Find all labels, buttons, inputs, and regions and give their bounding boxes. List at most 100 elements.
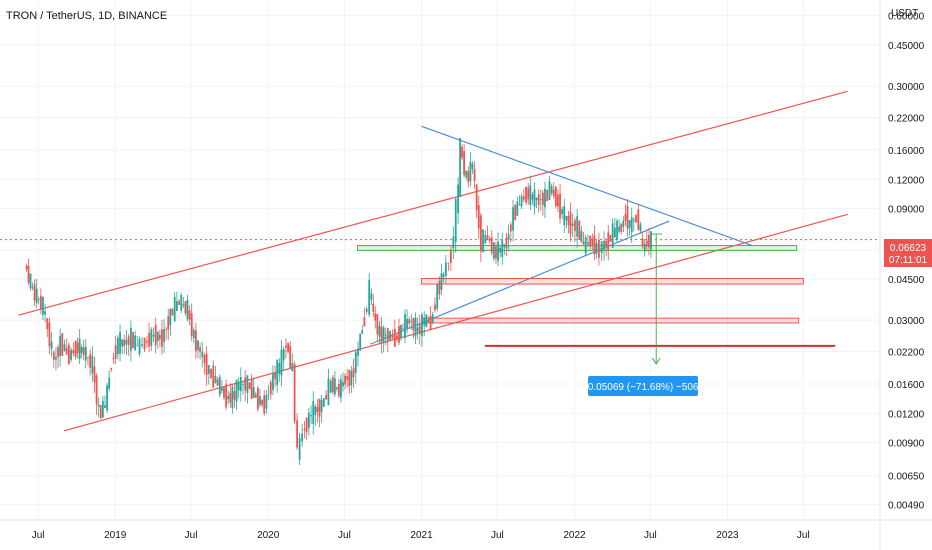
candle-body (418, 324, 421, 334)
candle-body (354, 352, 357, 373)
candle-body (167, 316, 170, 330)
candle-body (552, 189, 555, 197)
candle-body (84, 346, 87, 361)
candle-body (225, 384, 227, 408)
candle-body (276, 359, 279, 385)
candle-body (46, 318, 49, 330)
candle-body (156, 331, 159, 341)
candle-body (479, 215, 482, 252)
currency-label: USDT (891, 8, 918, 19)
candle-body (643, 243, 646, 252)
candle-body (314, 406, 317, 416)
candle-body (427, 321, 430, 323)
candle-body (431, 314, 434, 322)
measure-label[interactable]: −0.05069 (−71.68%) −5069 (582, 376, 704, 396)
candle-body (325, 394, 328, 400)
candle-body (587, 242, 589, 245)
candle-body (229, 392, 232, 403)
candle-body (442, 274, 445, 277)
candle-body (150, 329, 153, 346)
candle-body (471, 163, 474, 169)
candle-body (616, 220, 618, 241)
x-tick-label: Jul (797, 530, 810, 541)
candle-body (554, 186, 557, 206)
candle-body (42, 296, 44, 315)
drawings-layer[interactable] (0, 90, 880, 432)
zone-rectangle[interactable] (421, 277, 804, 285)
candle-body (244, 377, 247, 391)
candle-body (600, 241, 603, 254)
candle-body (469, 161, 472, 182)
x-tick-label: Jul (491, 530, 504, 541)
candle-body (37, 299, 40, 300)
y-tick-label: 0.30000 (888, 82, 925, 93)
candle-body (293, 363, 296, 422)
candle-body (267, 394, 270, 396)
candle-body (203, 355, 206, 364)
candle-body (33, 284, 36, 301)
candle-body (141, 344, 143, 346)
x-tick-label: 2023 (716, 530, 739, 541)
candle-body (382, 327, 385, 342)
candle-body (257, 387, 259, 410)
candle-body (223, 387, 225, 398)
candle-body (165, 329, 168, 330)
candle-body (503, 244, 506, 247)
candle-body (112, 358, 115, 359)
candle-body (344, 375, 346, 385)
candle-body (307, 412, 310, 428)
candle-body (380, 326, 383, 343)
candle-body (609, 235, 612, 243)
candle-body (546, 189, 549, 202)
candle-body (212, 365, 215, 388)
trend-line[interactable] (18, 90, 848, 316)
candle-body (59, 335, 62, 357)
candle-body (158, 335, 161, 340)
candle-body (274, 372, 277, 380)
candle-body (622, 220, 625, 228)
last-price-tag[interactable]: 0.06623 07:11:01 (884, 239, 932, 267)
candle-body (239, 377, 242, 392)
candle-body (80, 347, 83, 353)
candle-body (454, 199, 457, 243)
candle-body (104, 405, 106, 408)
y-tick-label: 0.09000 (888, 204, 925, 215)
candle-body (188, 310, 191, 320)
candle-body (571, 223, 574, 227)
trend-line[interactable] (421, 125, 753, 247)
candle-body (639, 224, 642, 232)
candle-body (635, 214, 637, 223)
candle-body (148, 332, 151, 347)
candle-body (525, 186, 527, 203)
candle-body (512, 207, 514, 231)
zone-rectangle[interactable] (421, 317, 800, 324)
candle-body (402, 328, 404, 330)
candle-body (352, 368, 355, 378)
candle-body (322, 398, 325, 407)
trend-line[interactable] (370, 220, 670, 345)
candle-body (565, 215, 568, 221)
candle-body (529, 185, 532, 206)
candle-body (507, 234, 510, 240)
candle-body (398, 326, 400, 343)
candle-body (650, 231, 652, 250)
candle-body (91, 355, 94, 374)
candle-body (520, 196, 523, 207)
candle-body (365, 308, 368, 312)
candle-body (465, 170, 468, 178)
candle-body (522, 196, 525, 200)
candle-body (613, 227, 616, 238)
candle-body (265, 394, 268, 409)
candle-body (444, 262, 447, 276)
candle-body (108, 377, 111, 389)
candle-body (214, 375, 217, 384)
candle-body (192, 329, 195, 339)
y-tick-label: 0.12000 (888, 175, 925, 186)
candle-body (89, 354, 92, 368)
candle-body (473, 168, 476, 181)
candle-body (624, 214, 627, 221)
candle-body (175, 301, 178, 312)
candle-body (346, 376, 349, 380)
